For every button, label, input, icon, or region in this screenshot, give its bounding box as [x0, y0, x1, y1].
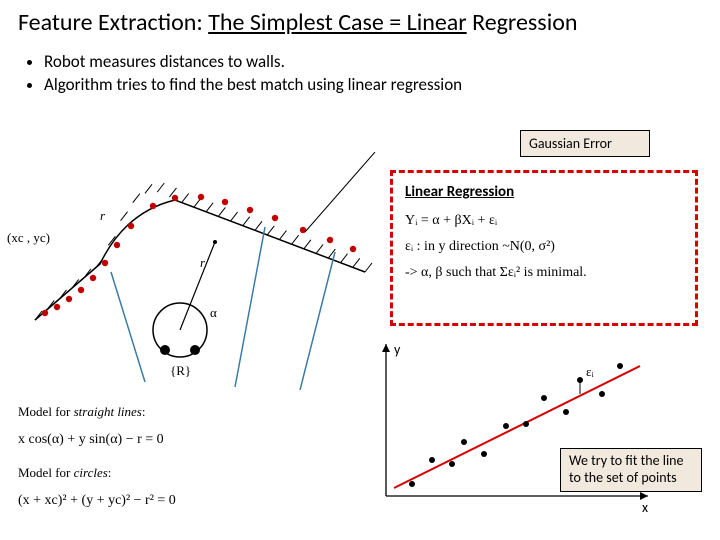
page-title: Feature Extraction: The Simplest Case = …: [0, 0, 720, 41]
pointer-arrow: [235, 227, 265, 387]
robot-diagram: (xc , yc) r r α {R}: [5, 152, 385, 392]
x-axis-label: x: [642, 499, 648, 516]
regression-header: Linear Regression: [405, 183, 683, 201]
alpha-label: α: [210, 305, 217, 320]
models-block: Model for straight lines: x cos(α) + y s…: [18, 400, 176, 515]
measurement-points: [42, 194, 356, 316]
fit-line-label: We try to fit the line to the set of poi…: [560, 448, 702, 492]
y-axis-label: y: [394, 341, 401, 358]
model-circle-eq: (x + xc)² + (y + yc)² − r² = 0: [18, 488, 176, 515]
pointer-arrow: [111, 272, 145, 382]
r-label-arc: r: [100, 208, 106, 223]
regression-eq1: Yᵢ = α + βXᵢ + εᵢ: [405, 213, 683, 229]
title-mid: The Simplest Case = Linear: [208, 8, 466, 37]
y-axis-arrow: [382, 344, 390, 352]
gaussian-error-label: Gaussian Error: [520, 130, 650, 157]
r-vector-end: [213, 240, 217, 244]
title-suffix: Regression: [467, 8, 578, 37]
model-line-eq: x cos(α) + y sin(α) − r = 0: [18, 427, 176, 454]
epsilon-label: εᵢ: [586, 364, 594, 379]
regression-eq2: εᵢ : in y direction ~N(0, σ²): [405, 239, 683, 255]
gaussian-pointer: [305, 152, 375, 232]
bullet-list: Robot measures distances to walls. Algor…: [0, 41, 720, 101]
model-line-label: Model for straight lines:: [18, 400, 176, 425]
bullet-item: Robot measures distances to walls.: [44, 51, 698, 74]
title-prefix: Feature Extraction:: [18, 8, 208, 37]
coord-label: (xc , yc): [7, 230, 50, 245]
frame-label: {R}: [170, 363, 191, 378]
model-circle-label: Model for circles:: [18, 461, 176, 486]
wall-hatching: [35, 183, 372, 320]
linear-regression-box: Linear Regression Yᵢ = α + βXᵢ + εᵢ εᵢ :…: [390, 170, 698, 326]
pointer-arrow: [300, 252, 335, 390]
bullet-item: Algorithm tries to find the best match u…: [44, 74, 698, 97]
regression-eq3: -> α, β such that Σεᵢ² is minimal.: [405, 265, 683, 281]
